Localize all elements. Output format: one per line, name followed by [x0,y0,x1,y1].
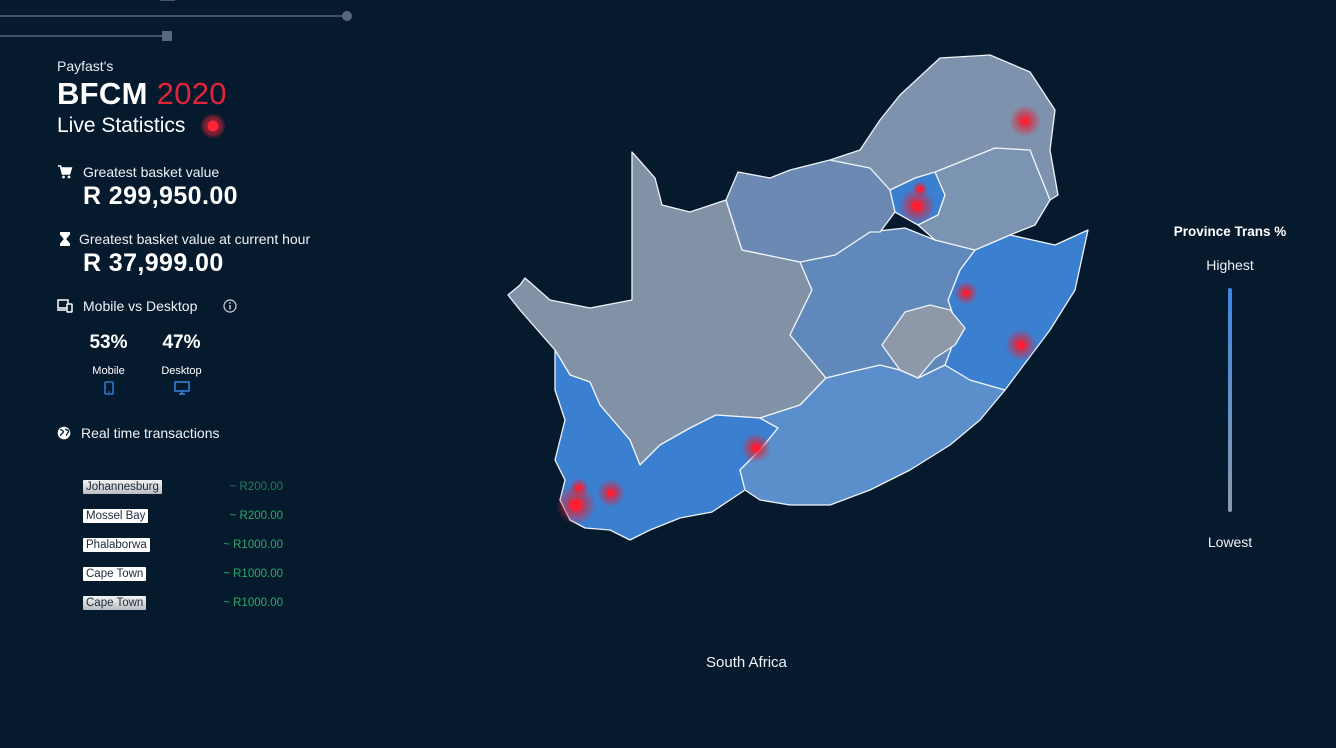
transaction-city: Cape Town [83,566,147,581]
list-item: Phalaborwa ~ R1000.00 [83,530,313,559]
transaction-amount: ~ R1000.00 [223,538,283,551]
legend-gradient-bar [1228,288,1232,512]
transaction-city: Johannesburg [83,479,162,494]
south-africa-map [507,54,1089,541]
info-icon[interactable] [223,299,237,313]
legend-low-label: Lowest [1207,534,1253,550]
page-title: BFCM 2020 [57,76,377,112]
greatest-basket-value: R 299,950.00 [83,182,238,210]
live-indicator-icon [201,114,226,138]
greatest-hour-value: R 37,999.00 [83,249,224,277]
transaction-amount: ~ R200.00 [229,509,283,522]
cart-icon [58,165,73,179]
globe-icon [57,426,71,440]
region-lesotho[interactable] [881,304,966,379]
list-item: Cape Town ~ R1000.00 [83,559,313,588]
transaction-amount: ~ R200.00 [229,480,283,493]
subtitle-text: Live Statistics [57,114,186,137]
stats-panel: Payfast's BFCM 2020 Live Statistics Grea… [57,58,377,441]
mobile-stat: 53% Mobile [83,332,156,397]
hourglass-icon [60,232,70,246]
greatest-basket-label: Greatest basket value [83,164,220,180]
device-split-label: Mobile vs Desktop [83,298,198,314]
brand-pretitle: Payfast's [57,58,114,74]
transaction-amount: ~ R1000.00 [223,567,283,580]
greatest-hour-label: Greatest basket value at current hour [79,231,311,247]
transaction-hotspots [556,105,1041,525]
mobile-label: Mobile [92,365,125,377]
transactions-label: Real time transactions [81,425,220,441]
list-item: Cape Town ~ R1000.00 [83,588,313,617]
devices-icon [57,299,73,313]
title-year: 2020 [156,76,227,111]
province-limpopo[interactable] [829,54,1059,201]
transactions-header: Real time transactions [57,425,377,441]
page-subtitle: Live Statistics [57,114,377,138]
transaction-city: Cape Town [83,595,147,610]
phone-icon [103,381,114,395]
transactions-list: Johannesburg ~ R200.00 Mossel Bay ~ R200… [83,472,313,617]
list-item: Mossel Bay ~ R200.00 [83,501,313,530]
transaction-city: Phalaborwa [83,537,150,552]
device-split-row: Mobile vs Desktop [57,298,377,314]
monitor-icon [173,381,190,395]
desktop-percent: 47% [162,332,201,353]
decorative-lines [0,0,352,41]
device-split: 53% Mobile 47% Desktop [83,332,377,397]
title-text: BFCM [57,76,148,111]
greatest-hour-row: Greatest basket value at current hour [57,231,377,247]
greatest-basket-row: Greatest basket value [57,164,377,180]
legend-high-label: Highest [1206,257,1254,273]
list-item: Johannesburg ~ R200.00 [83,472,313,501]
mobile-percent: 53% [89,332,128,353]
transaction-city: Mossel Bay [83,508,149,523]
desktop-stat: 47% Desktop [156,332,229,397]
legend-title: Province Trans % [1173,224,1287,239]
map-legend: Province Trans % Highest Lowest [1160,224,1300,550]
desktop-label: Desktop [161,365,202,377]
map-country-label: South Africa [706,654,787,671]
transaction-amount: ~ R1000.00 [223,596,283,609]
